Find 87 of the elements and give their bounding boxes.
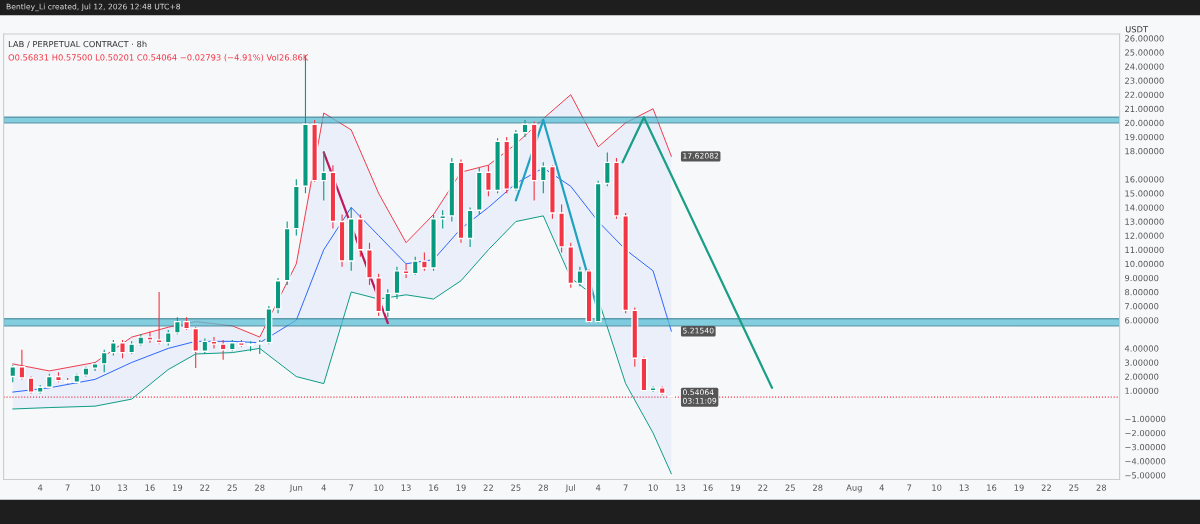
y-tick-label: −1.00000: [1125, 415, 1166, 423]
y-tick-label: 25.00000: [1125, 49, 1164, 56]
x-tick-label: 4: [321, 484, 326, 491]
x-tick-label: 4: [879, 484, 884, 491]
x-tick-label: 19: [731, 484, 741, 491]
x-tick-label: Jun: [289, 484, 303, 493]
y-tick-label: 13.00000: [1125, 218, 1164, 225]
y-tick-label: 2.00000: [1125, 373, 1159, 380]
candlestick: [384, 288, 392, 318]
x-tick-label: 7: [349, 484, 354, 491]
candlestick: [146, 330, 154, 344]
x-tick-label: 16: [987, 484, 997, 491]
y-tick-label: 12.00000: [1125, 232, 1164, 239]
candlestick: [119, 339, 126, 359]
y-tick-label: −3.00000: [1125, 444, 1166, 451]
candlestick: [576, 266, 584, 287]
x-tick-label: 28: [1096, 484, 1107, 491]
x-tick-label: 10: [90, 484, 100, 491]
x-tick-label: 25: [227, 484, 237, 491]
x-tick-label: 19: [1014, 484, 1024, 491]
y-tick-label: 1.00000: [1125, 387, 1159, 394]
y-tick-label: 9.00000: [1124, 274, 1159, 282]
y-tick-label: 16.00000: [1125, 176, 1164, 183]
y-tick-label: 24.00000: [1125, 63, 1164, 70]
candlestick: [484, 164, 492, 197]
y-tick-label: −5.00000: [1125, 472, 1166, 479]
x-tick-label: 10: [374, 484, 384, 491]
x-tick-label: 4: [595, 484, 601, 491]
x-tick-label: 19: [173, 484, 183, 491]
y-tick-label: 14.00000: [1125, 204, 1164, 211]
y-axis-title: USDT: [1125, 26, 1149, 33]
candlestick: [320, 150, 328, 201]
candlestick: [420, 251, 428, 272]
x-tick-label: 4: [37, 484, 43, 491]
y-tick-label: 4.00000: [1124, 345, 1159, 352]
y-tick-label: 6.00000: [1125, 317, 1159, 324]
y-tick-label: −2.00000: [1125, 429, 1166, 437]
y-tick-label: 11.00000: [1125, 246, 1164, 253]
candlestick: [402, 263, 410, 279]
text: LAB / PERPETUAL CONTRACT · 8h: [8, 40, 147, 48]
y-tick-label: 22.00000: [1125, 91, 1164, 98]
x-tick-label: 25: [1069, 484, 1079, 491]
candlestick: [192, 326, 200, 369]
y-tick-label: 7.00000: [1125, 303, 1159, 310]
candlestick: [219, 339, 227, 361]
candlestick: [411, 256, 419, 276]
y-tick-label: 18.00000: [1125, 148, 1164, 155]
y-tick-label: 20.00000: [1125, 119, 1164, 127]
candlestick: [155, 291, 163, 345]
y-tick-label: 10.00000: [1125, 260, 1164, 268]
x-tick-label: 19: [456, 484, 466, 491]
x-tick-label: 22: [200, 484, 210, 491]
x-tick-label: 22: [483, 484, 493, 491]
x-tick-label: 7: [65, 484, 70, 491]
x-tick-label: 25: [785, 484, 795, 491]
candlestick: [100, 349, 108, 373]
x-tick-label: 16: [429, 484, 439, 491]
candlestick: [603, 151, 611, 187]
x-tick-label: 22: [1041, 484, 1051, 491]
x-tick-label: 25: [511, 484, 521, 491]
x-tick-label: 13: [959, 484, 969, 491]
y-tick-label: 19.00000: [1125, 133, 1164, 141]
y-tick-label: 3.00000: [1125, 359, 1159, 366]
x-tick-label: 7: [623, 484, 628, 491]
x-tick-label: 16: [145, 484, 155, 491]
x-tick-label: 13: [676, 484, 686, 491]
y-tick-label: 23.00000: [1125, 77, 1164, 84]
x-tick-label: 7: [907, 484, 912, 491]
y-tick-label: 8.00000: [1125, 288, 1159, 296]
y-tick-label: 26.00000: [1125, 35, 1164, 42]
x-tick-label: 10: [648, 484, 658, 491]
x-tick-label: 22: [758, 484, 768, 491]
candlestick: [439, 209, 447, 230]
x-tick-label: 16: [703, 484, 713, 491]
x-tick-label: 28: [538, 484, 549, 491]
line-series: [12, 167, 672, 393]
y-tick-label: 15.00000: [1125, 190, 1164, 197]
x-tick-label: 13: [401, 484, 411, 491]
x-tick-label: 13: [118, 484, 128, 491]
x-tick-label: Jul: [565, 484, 575, 493]
x-tick-label: 10: [932, 484, 942, 491]
x-tick-label: 28: [255, 484, 265, 491]
y-tick-label: −4.00000: [1125, 458, 1166, 465]
candlestick: [539, 161, 547, 194]
x-tick-label: 28: [813, 484, 823, 491]
y-tick-label: 21.00000: [1125, 105, 1164, 113]
x-tick-label: Aug: [846, 484, 862, 493]
